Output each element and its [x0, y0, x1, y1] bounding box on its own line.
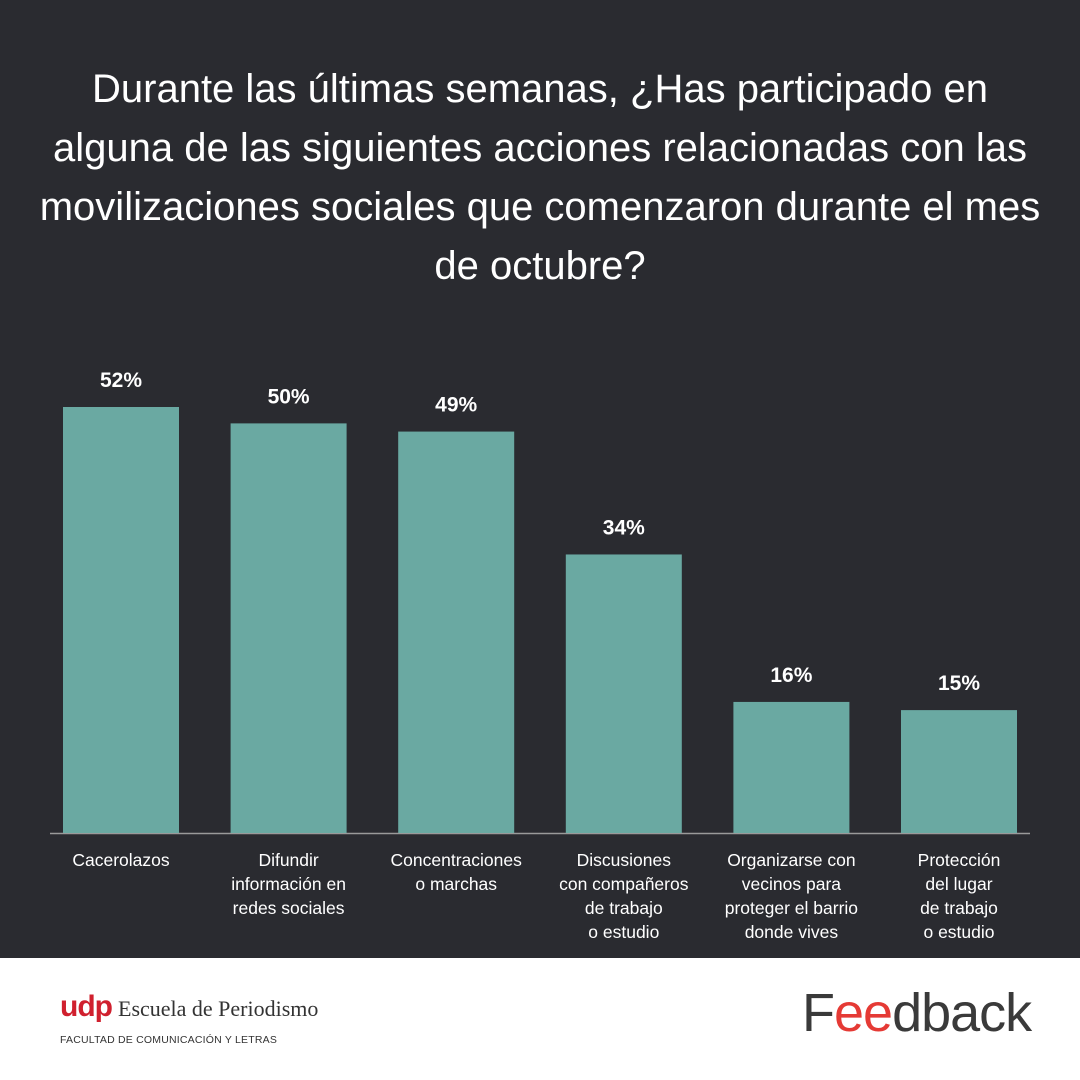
- value-label-1: 52%: [100, 369, 142, 392]
- bar-4: [565, 554, 682, 833]
- category-label-3: Concentraciones o marchas: [391, 850, 523, 894]
- category-label-6-line-3: de trabajo: [920, 898, 998, 918]
- category-label-3-line-2: o marchas: [415, 874, 497, 894]
- category-label-3-line-1: Concentraciones: [391, 850, 523, 870]
- faculty-name: FACULTAD DE COMUNICACIÓN Y LETRAS: [60, 1034, 278, 1046]
- category-label-5-line-3: proteger el barrio: [725, 898, 858, 918]
- category-label-4-line-2: con compañeros: [559, 874, 689, 894]
- feedback-logo-end: dback: [892, 983, 1032, 1043]
- feedback-logo-highlight: ee: [834, 983, 893, 1043]
- category-label-2: Difundir información en redes sociales: [231, 850, 346, 918]
- udp-logo: udp: [60, 990, 113, 1023]
- bar-chart: 52% Cacerolazos 50% Difundir información en r…: [50, 369, 1030, 942]
- category-label-6-line-2: del lugar: [925, 874, 992, 894]
- chart-panel: Durante las últimas semanas, ¿Has partic…: [0, 0, 1080, 958]
- category-label-6-line-4: o estudio: [923, 922, 994, 942]
- category-label-4-line-4: o estudio: [588, 922, 659, 942]
- bar-1: [63, 407, 179, 833]
- bar-3: [398, 431, 515, 833]
- value-label-6: 15%: [938, 672, 980, 695]
- category-label-4-line-1: Discusiones: [577, 850, 672, 870]
- category-label-6: Protección del lugar de trabajo o estudio: [918, 850, 1001, 942]
- category-label-4-line-3: de trabajo: [585, 898, 663, 918]
- school-name: Escuela de Periodismo: [118, 996, 319, 1021]
- bar-5: [733, 701, 850, 833]
- category-label-2-line-1: Difundir: [258, 850, 318, 870]
- category-label-5-line-2: vecinos para: [742, 874, 841, 894]
- feedback-logo-start: F: [802, 983, 835, 1043]
- category-label-1-line-1: Cacerolazos: [72, 850, 170, 870]
- value-label-3: 49%: [435, 394, 477, 417]
- feedback-logo: Feedback: [802, 982, 1032, 1044]
- value-label-5: 16%: [770, 664, 812, 687]
- category-label-6-line-1: Protección: [918, 850, 1001, 870]
- footer: [0, 958, 1080, 1080]
- category-label-1: Cacerolazos: [72, 850, 170, 870]
- category-label-5-line-1: Organizarse con: [727, 850, 855, 870]
- bar-6: [901, 710, 1017, 833]
- value-label-4: 34%: [603, 516, 645, 539]
- bar-2: [230, 423, 347, 833]
- category-label-5-line-4: donde vives: [745, 922, 839, 942]
- category-label-2-line-3: redes sociales: [233, 898, 345, 918]
- category-label-4: Discusiones con compañeros de trabajo o est…: [559, 850, 689, 942]
- chart-title: Durante las últimas semanas, ¿Has partic…: [39, 67, 1041, 288]
- value-label-2: 50%: [268, 385, 310, 408]
- category-label-5: Organizarse con vecinos para proteger el b…: [725, 850, 858, 942]
- category-label-2-line-2: información en: [231, 874, 346, 894]
